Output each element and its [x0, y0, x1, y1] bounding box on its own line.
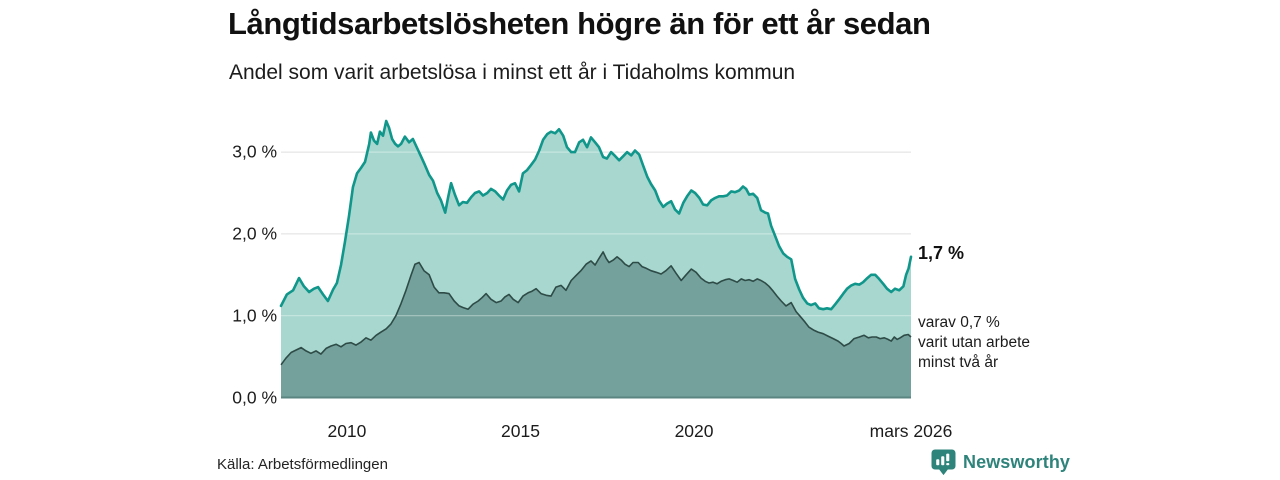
y-tick-label: 3,0 %	[232, 141, 277, 162]
x-tick-label: mars 2026	[869, 421, 953, 441]
x-tick-label: 2010	[327, 421, 367, 441]
bar-chart-bubble-icon	[931, 449, 956, 476]
y-tick-label: 0,0 %	[232, 387, 277, 407]
page-subtitle: Andel som varit arbetslösa i minst ett å…	[229, 61, 796, 84]
line-min-one-year	[279, 119, 913, 311]
area-min-two-years	[281, 251, 911, 398]
y-tick-label: 1,0 %	[232, 305, 277, 326]
end-value-label-two-years: varav 0,7 % varit utan arbete minst två …	[918, 313, 1030, 373]
x-tick-label: 2020	[674, 421, 714, 441]
line-min-two-years	[280, 251, 912, 366]
newsworthy-logo: Newsworthy	[931, 449, 1070, 476]
y-tick-label: 2,0 %	[232, 223, 277, 244]
logo-wordmark: Newsworthy	[963, 452, 1071, 472]
end-value-label-total: 1,7 %	[918, 243, 965, 263]
x-tick-label: 2015	[501, 421, 540, 441]
source-credit: Källa: Arbetsförmedlingen	[217, 456, 388, 473]
annotation-line: varit utan arbete	[918, 334, 1031, 351]
annotation-line: varav 0,7 %	[918, 314, 1000, 331]
annotation-line: minst två år	[918, 354, 999, 371]
page-title: Långtidsarbetslösheten högre än för ett …	[228, 6, 931, 41]
